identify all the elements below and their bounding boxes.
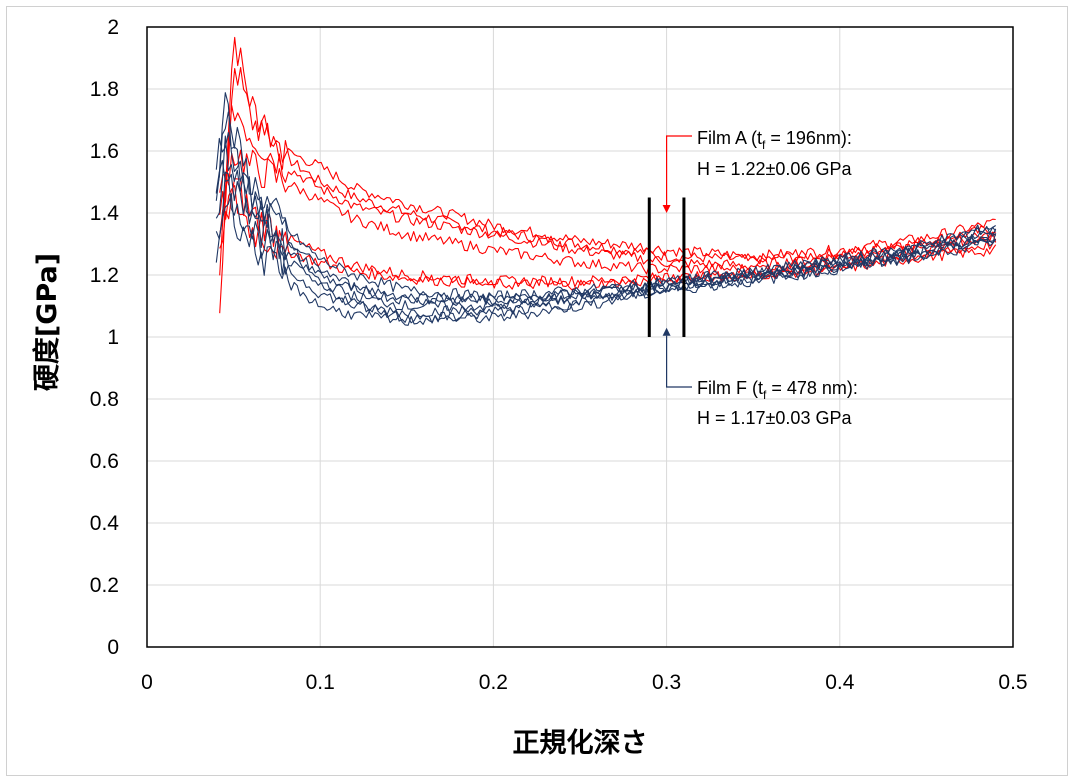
series-line bbox=[219, 36, 996, 276]
series-film-a bbox=[219, 36, 997, 314]
marker-lines bbox=[647, 197, 686, 337]
annotation-line1: Film F (tf = 478 nm): bbox=[697, 378, 858, 402]
annotation-line2: H = 1.22±0.06 GPa bbox=[697, 159, 852, 179]
series-line bbox=[215, 135, 996, 312]
x-tick-label: 0.3 bbox=[652, 671, 681, 694]
plot-area-border bbox=[146, 26, 1014, 648]
y-tick-label: 0.8 bbox=[90, 388, 119, 411]
y-tick-label: 1.8 bbox=[90, 78, 119, 101]
annotation-leader bbox=[665, 335, 692, 388]
grid bbox=[146, 26, 1014, 648]
annotation-leader bbox=[665, 135, 692, 205]
y-tick-label: 0.6 bbox=[90, 450, 119, 473]
y-tick-label: 1 bbox=[107, 326, 119, 349]
series-line bbox=[219, 185, 997, 291]
x-tick-label: 0.2 bbox=[479, 671, 508, 694]
annotation-arrowhead bbox=[662, 205, 671, 213]
annotations: Film A (tf = 196nm):H = 1.22±0.06 GPaFil… bbox=[662, 128, 858, 428]
series-line bbox=[219, 66, 996, 314]
y-axis-title: 硬度[GPa] bbox=[31, 253, 63, 391]
series-layer bbox=[215, 36, 997, 326]
series-line bbox=[215, 171, 997, 318]
series-line bbox=[215, 159, 996, 324]
y-tick-label: 0 bbox=[107, 636, 119, 659]
y-tick-label: 0.2 bbox=[90, 574, 119, 597]
y-tick-label: 1.6 bbox=[90, 140, 119, 163]
x-axis-title: 正規化深さ bbox=[513, 728, 648, 759]
x-tick-labels: 0 0.1 0.2 0.3 0.4 0.5 bbox=[141, 671, 1027, 694]
y-tick-label: 2 bbox=[107, 16, 119, 39]
annotation-arrowhead bbox=[662, 327, 671, 336]
y-tick-labels: 0 0.2 0.4 0.6 0.8 1 1.2 1.4 1.6 1.8 2 bbox=[90, 16, 120, 659]
series-line bbox=[219, 149, 997, 275]
series-line bbox=[219, 178, 997, 288]
x-tick-label: 0 bbox=[141, 671, 153, 694]
y-tick-label: 0.4 bbox=[90, 512, 120, 535]
x-tick-label: 0.1 bbox=[306, 671, 335, 694]
series-film-f bbox=[215, 92, 997, 326]
series-line bbox=[215, 193, 997, 326]
y-tick-label: 1.2 bbox=[90, 264, 119, 287]
annotation-film_a: Film A (tf = 196nm): H = 1.22±0.06 GPa bbox=[662, 128, 852, 213]
x-tick-label: 0.4 bbox=[825, 671, 855, 694]
annotation-line2: H = 1.17±0.03 GPa bbox=[697, 408, 852, 428]
annotation-line1: Film A (tf = 196nm): bbox=[697, 128, 852, 152]
series-line bbox=[215, 111, 996, 302]
series-line bbox=[215, 132, 997, 306]
series-line bbox=[219, 104, 997, 270]
series-line bbox=[215, 92, 997, 306]
annotation-film_f: Film F (tf = 478 nm): H = 1.17±0.03 GPa bbox=[662, 327, 858, 428]
x-tick-label: 0.5 bbox=[998, 671, 1027, 694]
y-tick-label: 1.4 bbox=[90, 202, 120, 225]
